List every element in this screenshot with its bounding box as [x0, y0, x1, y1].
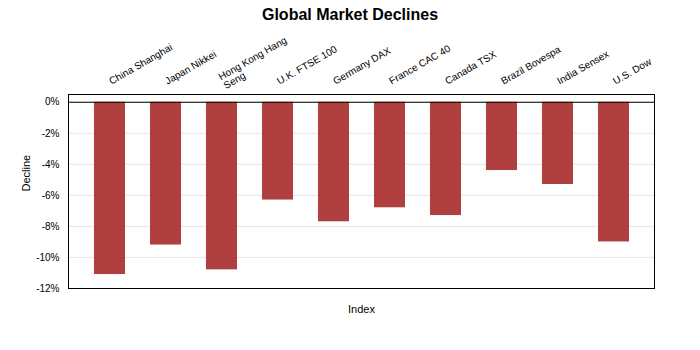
- svg-text:Germany DAX: Germany DAX: [331, 45, 393, 87]
- svg-text:-4%: -4%: [42, 159, 60, 170]
- html-text:Hong Kong Hang: Hong Kong Hang: [216, 34, 289, 83]
- svg-text:-2%: -2%: [42, 128, 60, 139]
- svg-text:Brazil Bovespa: Brazil Bovespa: [499, 43, 563, 86]
- svg-text:Decline: Decline: [20, 155, 32, 192]
- svg-text:Index: Index: [348, 303, 375, 315]
- svg-text:-10%: -10%: [36, 252, 59, 263]
- svg-text:-12%: -12%: [36, 283, 59, 294]
- svg-text:U.S. Dow: U.S. Dow: [611, 56, 654, 87]
- svg-text:Canada TSX: Canada TSX: [443, 48, 498, 86]
- svg-text:Japan Nikkei: Japan Nikkei: [163, 48, 218, 86]
- html-text:Seng: Seng: [221, 69, 248, 91]
- svg-text:U.K. FTSE 100: U.K. FTSE 100: [275, 43, 339, 86]
- html-text:Global Market Declines: Global Market Declines: [262, 6, 438, 23]
- svg-text:France CAC 40: France CAC 40: [387, 42, 453, 86]
- svg-text:India Sensex: India Sensex: [555, 48, 611, 86]
- svg-text:0%: 0%: [45, 96, 60, 107]
- svg-text:-8%: -8%: [42, 221, 60, 232]
- svg-text:-6%: -6%: [42, 190, 60, 201]
- svg-text:China Shanghai: China Shanghai: [107, 41, 175, 87]
